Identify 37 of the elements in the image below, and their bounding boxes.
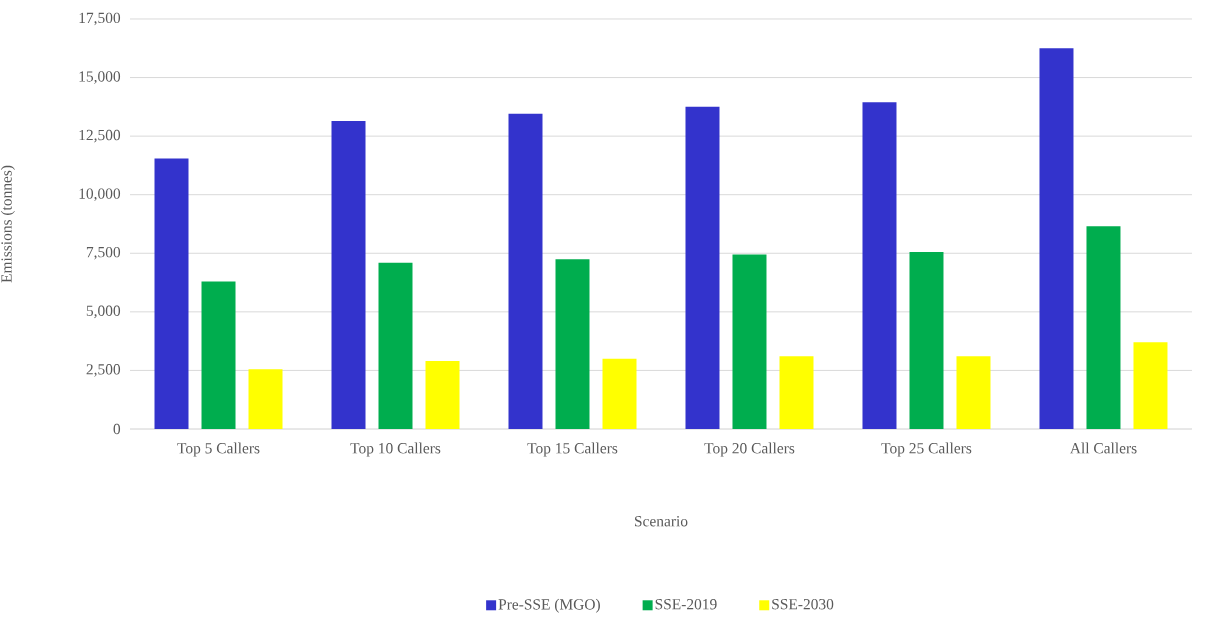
x-tick-label: Top 15 Callers: [527, 442, 618, 457]
legend-label: Pre-SSE (MGO): [498, 598, 600, 613]
y-tick-label: 2,500: [86, 364, 121, 377]
x-tick-label: All Callers: [1069, 442, 1137, 454]
bar: [425, 361, 460, 429]
x-tick-label: Top 20 Callers: [704, 442, 795, 457]
x-tick-label: Top 25 Callers: [881, 442, 972, 457]
bar: [331, 120, 366, 429]
y-tick-label: 15,000: [79, 71, 121, 84]
y-axis-title: Emissions (tonnes): [0, 165, 15, 283]
bar: [1133, 342, 1168, 429]
bar: [1039, 48, 1074, 429]
bar: [909, 252, 944, 429]
y-tick-label: 5,000: [86, 305, 121, 319]
x-tick-label: Top 10 Callers: [350, 442, 441, 457]
legend-label: SSE-2019: [655, 598, 717, 610]
bar: [154, 158, 189, 429]
y-tick-label: 12,500: [79, 129, 121, 143]
y-tick-label: 0: [113, 423, 121, 435]
bar: [732, 254, 767, 429]
x-axis-title: Scenario: [635, 516, 688, 527]
bar: [779, 356, 814, 429]
bar: [862, 102, 897, 429]
bar: [1086, 226, 1121, 429]
bar: [685, 106, 720, 429]
bar: [555, 259, 590, 429]
y-tick-label: 7,500: [86, 246, 121, 260]
bar: [201, 281, 236, 429]
y-tick-label: 17,500: [79, 12, 121, 26]
bar: [248, 369, 283, 429]
legend-label: SSE-2030: [772, 598, 834, 610]
y-tick-label: 10,000: [79, 188, 121, 202]
bar: [602, 358, 637, 429]
bar: [508, 113, 543, 429]
x-tick-label: Top 5 Callers: [177, 442, 260, 457]
bar: [956, 356, 991, 429]
bar: [378, 262, 413, 429]
